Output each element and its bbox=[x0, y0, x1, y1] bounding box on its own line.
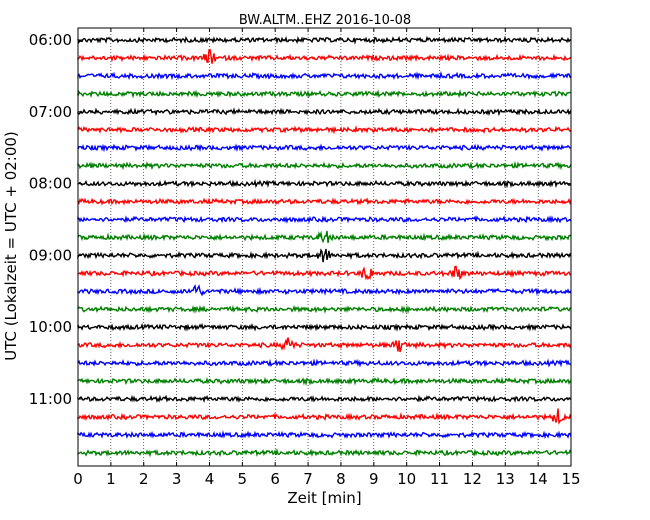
trace-0745 bbox=[77, 160, 572, 171]
trace-1145 bbox=[77, 448, 572, 458]
x-tick-label: 0 bbox=[73, 470, 83, 488]
trace-0915 bbox=[77, 265, 571, 281]
x-tick-label: 3 bbox=[172, 470, 182, 488]
x-axis-label: Zeit [min] bbox=[287, 489, 361, 507]
chart-title: BW.ALTM..EHZ 2016-10-08 bbox=[239, 13, 411, 28]
trace-1115 bbox=[77, 408, 572, 425]
trace-1015 bbox=[77, 337, 572, 353]
y-tick-label: 06:00 bbox=[29, 31, 72, 49]
x-tick-label: 15 bbox=[561, 470, 580, 488]
trace-0845 bbox=[77, 230, 572, 244]
x-tick-label: 14 bbox=[529, 470, 548, 488]
x-tick-label: 10 bbox=[397, 470, 416, 488]
x-tick-label: 7 bbox=[303, 470, 313, 488]
x-tick-label: 6 bbox=[270, 470, 280, 488]
y-tick-label: 08:00 bbox=[29, 175, 72, 193]
y-tick-label: 09:00 bbox=[29, 246, 72, 264]
x-tick-label: 8 bbox=[336, 470, 346, 488]
trace-0645 bbox=[77, 89, 571, 99]
x-tick-label: 11 bbox=[430, 470, 449, 488]
trace-0945 bbox=[77, 304, 571, 315]
trace-0630 bbox=[77, 70, 572, 81]
trace-0600 bbox=[77, 35, 572, 45]
trace-0700 bbox=[77, 107, 572, 117]
trace-0830 bbox=[77, 215, 572, 224]
trace-1045 bbox=[77, 376, 572, 387]
x-tick-label: 4 bbox=[205, 470, 215, 488]
trace-0800 bbox=[77, 178, 572, 189]
grid-lines bbox=[110, 28, 539, 466]
seismogram-traces bbox=[77, 35, 572, 458]
trace-1030 bbox=[77, 358, 572, 368]
axis-ticks: 0 1 2 3 4 5 6 7 8 9 10 11 12 13 14 1506:0007:0008:0009:… bbox=[29, 28, 581, 488]
trace-0615 bbox=[77, 48, 572, 64]
y-tick-label: 07:00 bbox=[29, 103, 72, 121]
trace-1100 bbox=[77, 394, 572, 403]
y-tick-label: 10:00 bbox=[29, 318, 72, 336]
trace-1000 bbox=[77, 322, 572, 332]
trace-0730 bbox=[77, 143, 572, 153]
y-tick-label: 11:00 bbox=[29, 390, 72, 408]
x-tick-label: 12 bbox=[463, 470, 482, 488]
y-axis-label: UTC (Lokalzeit = UTC + 02:00) bbox=[2, 131, 20, 361]
trace-1130 bbox=[77, 430, 572, 440]
x-tick-label: 9 bbox=[369, 470, 379, 488]
trace-0815 bbox=[77, 197, 572, 206]
trace-0930 bbox=[77, 283, 572, 297]
trace-0715 bbox=[77, 124, 572, 135]
plot-frame bbox=[77, 27, 572, 467]
x-tick-label: 13 bbox=[496, 470, 515, 488]
x-tick-label: 5 bbox=[238, 470, 248, 488]
x-tick-label: 1 bbox=[106, 470, 116, 488]
x-tick-label: 2 bbox=[139, 470, 149, 488]
trace-0900 bbox=[77, 248, 572, 263]
